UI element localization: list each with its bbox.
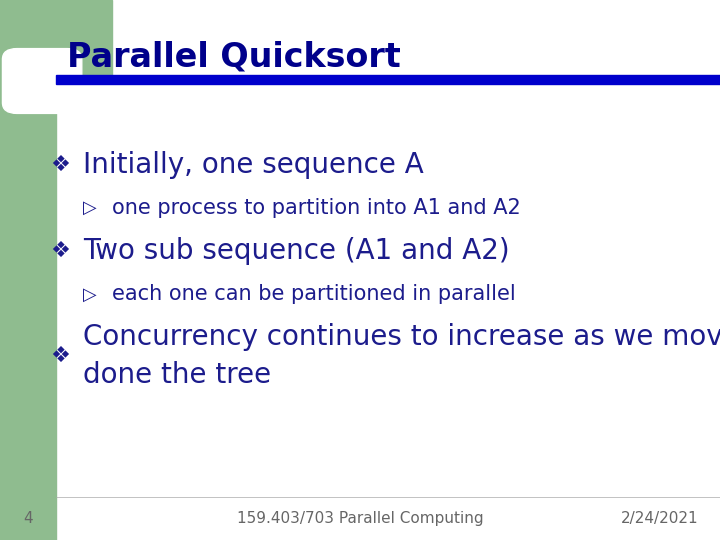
Text: Initially, one sequence A: Initially, one sequence A xyxy=(83,151,423,179)
Text: 159.403/703 Parallel Computing: 159.403/703 Parallel Computing xyxy=(237,511,483,526)
Text: ❖: ❖ xyxy=(50,154,71,175)
Text: ❖: ❖ xyxy=(50,346,71,367)
Text: one process to partition into A1 and A2: one process to partition into A1 and A2 xyxy=(112,198,521,218)
Text: 4: 4 xyxy=(23,511,33,526)
FancyBboxPatch shape xyxy=(2,49,82,113)
Text: Two sub sequence (A1 and A2): Two sub sequence (A1 and A2) xyxy=(83,237,510,265)
Text: Concurrency continues to increase as we move
done the tree: Concurrency continues to increase as we … xyxy=(83,323,720,389)
Text: ▷: ▷ xyxy=(83,285,96,303)
Text: ▷: ▷ xyxy=(83,199,96,217)
Text: ❖: ❖ xyxy=(50,241,71,261)
Text: 2/24/2021: 2/24/2021 xyxy=(621,511,698,526)
Bar xyxy=(56,75,720,84)
Text: Parallel Quicksort: Parallel Quicksort xyxy=(67,40,401,73)
Bar xyxy=(0,0,112,78)
Text: each one can be partitioned in parallel: each one can be partitioned in parallel xyxy=(112,284,516,305)
Bar xyxy=(0,0,56,540)
